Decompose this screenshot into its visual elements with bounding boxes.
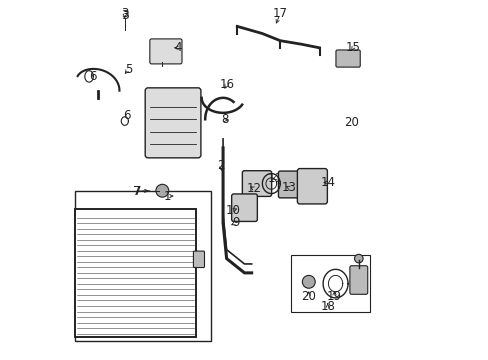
Bar [75, 208, 85, 337]
Circle shape [156, 184, 168, 197]
Text: 20: 20 [301, 289, 316, 303]
Text: 7: 7 [133, 185, 141, 198]
Text: 18: 18 [320, 300, 334, 313]
Text: 11: 11 [267, 172, 283, 185]
Bar [75, 208, 196, 337]
Text: 1: 1 [163, 190, 171, 203]
FancyBboxPatch shape [297, 168, 326, 204]
Bar [75, 191, 210, 341]
Text: 16: 16 [219, 78, 234, 91]
FancyBboxPatch shape [335, 50, 360, 67]
Text: 5: 5 [124, 63, 132, 76]
FancyBboxPatch shape [149, 39, 182, 64]
Text: 6: 6 [122, 109, 130, 122]
Bar [290, 255, 369, 312]
Text: 7: 7 [133, 185, 140, 198]
Bar [185, 208, 196, 337]
Circle shape [354, 254, 363, 263]
Text: 6: 6 [89, 70, 96, 83]
FancyBboxPatch shape [231, 194, 257, 221]
Text: 8: 8 [221, 113, 228, 126]
FancyBboxPatch shape [242, 171, 271, 197]
Text: 3: 3 [121, 9, 128, 22]
Text: 20: 20 [344, 116, 358, 129]
Text: 4: 4 [174, 41, 182, 54]
Text: 15: 15 [345, 41, 360, 54]
FancyBboxPatch shape [349, 266, 367, 294]
Text: 17: 17 [272, 8, 287, 21]
FancyBboxPatch shape [193, 251, 204, 267]
Text: 13: 13 [282, 181, 296, 194]
Bar [75, 208, 196, 337]
Text: 9: 9 [231, 216, 239, 229]
Text: 19: 19 [326, 289, 341, 303]
Text: 2: 2 [217, 159, 224, 172]
Text: 3: 3 [121, 8, 128, 21]
FancyBboxPatch shape [278, 171, 299, 198]
Text: 10: 10 [225, 204, 240, 217]
Circle shape [302, 275, 315, 288]
Text: 12: 12 [246, 183, 262, 195]
FancyBboxPatch shape [145, 88, 201, 158]
Text: 14: 14 [320, 176, 335, 189]
